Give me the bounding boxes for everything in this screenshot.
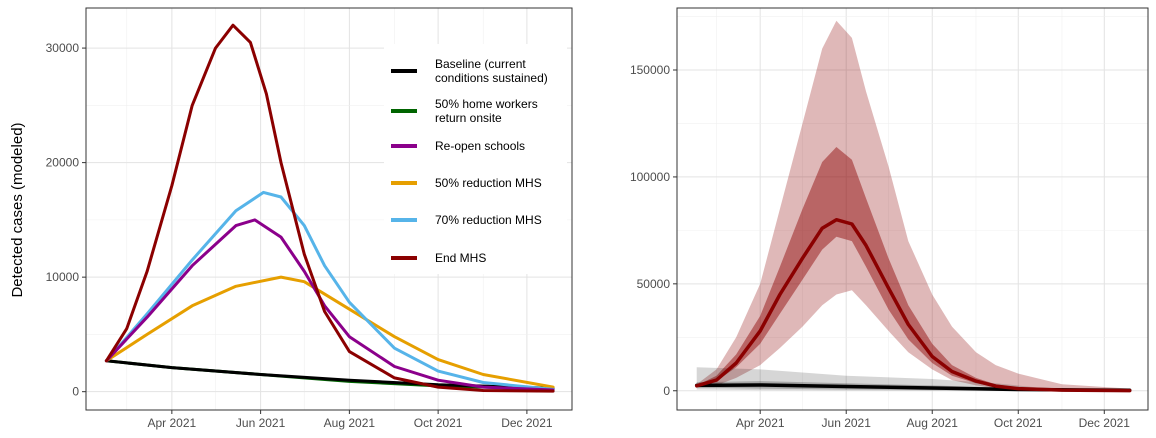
x-tick-label: Apr 2021: [736, 416, 785, 430]
line-median: [694, 217, 1132, 393]
legend-label-4: 70% reduction MHS: [435, 213, 542, 227]
legend-label-1: 50% home workers return onsite: [435, 97, 538, 125]
x-tick-label: Aug 2021: [324, 416, 376, 430]
legend-label-line: conditions sustained): [435, 71, 548, 85]
x-tick-label: Apr 2021: [147, 416, 196, 430]
right-y-axis: 0 50000 100000 150000: [630, 63, 677, 398]
x-tick-label: Dec 2021: [501, 416, 553, 430]
right-plot-background: [677, 8, 1148, 410]
right-bands-and-lines: [694, 20, 1132, 393]
y-tick-label: 30000: [46, 41, 80, 55]
right-gridlines: [676, 8, 1149, 410]
x-tick-label: Oct 2021: [414, 416, 463, 430]
series-line-3: [104, 275, 555, 389]
band-outer_band: [696, 20, 1130, 391]
series-line-0: [104, 359, 555, 390]
right-plot-frame: [676, 7, 1149, 411]
x-tick-label: Oct 2021: [994, 416, 1043, 430]
x-tick-label: Aug 2021: [907, 416, 959, 430]
left-x-axis: Apr 2021 Jun 2021 Aug 2021 Oct 2021 Dec 2021: [147, 410, 553, 430]
left-panel: Apr 2021 Jun 2021 Aug 2021 Oct 2021 Dec 2021…: [9, 7, 573, 430]
y-tick-label: 0: [72, 385, 79, 399]
legend: Baseline (current conditions sustained) 50…: [384, 44, 567, 274]
right-x-axis: Apr 2021 Jun 2021 Aug 2021 Oct 2021 Dec 2021: [736, 410, 1130, 430]
legend-box: [384, 44, 567, 274]
left-plot-frame: [85, 7, 573, 411]
legend-label-2: Re-open schools: [435, 139, 525, 153]
y-tick-label: 100000: [630, 170, 670, 184]
x-tick-label: Jun 2021: [822, 416, 872, 430]
series-line-5: [104, 23, 555, 393]
x-tick-label: Dec 2021: [1079, 416, 1131, 430]
right-panel: Apr 2021 Jun 2021 Aug 2021 Oct 2021 Dec 2021…: [630, 7, 1149, 430]
y-tick-label: 150000: [630, 63, 670, 77]
series-line-4: [104, 190, 555, 391]
left-y-axis-label: Detected cases (modeled): [9, 122, 26, 297]
legend-label-line: return onsite: [435, 111, 502, 125]
legend-label-line: Baseline (current: [435, 57, 526, 71]
y-tick-label: 50000: [637, 277, 671, 291]
y-tick-label: 10000: [46, 270, 80, 284]
legend-label-0: Baseline (current conditions sustained): [435, 57, 548, 85]
legend-label-3: 50% reduction MHS: [435, 176, 542, 190]
y-tick-label: 20000: [46, 156, 80, 170]
legend-label-5: End MHS: [435, 251, 486, 265]
series-line-2: [104, 218, 555, 392]
x-tick-label: Jun 2021: [236, 416, 286, 430]
legend-label-line: 50% home workers: [435, 97, 538, 111]
left-series-lines: [104, 23, 555, 393]
band-inner_band: [696, 147, 1130, 391]
left-y-axis: 0 10000 20000 30000: [46, 41, 86, 399]
y-tick-label: 0: [663, 384, 670, 398]
